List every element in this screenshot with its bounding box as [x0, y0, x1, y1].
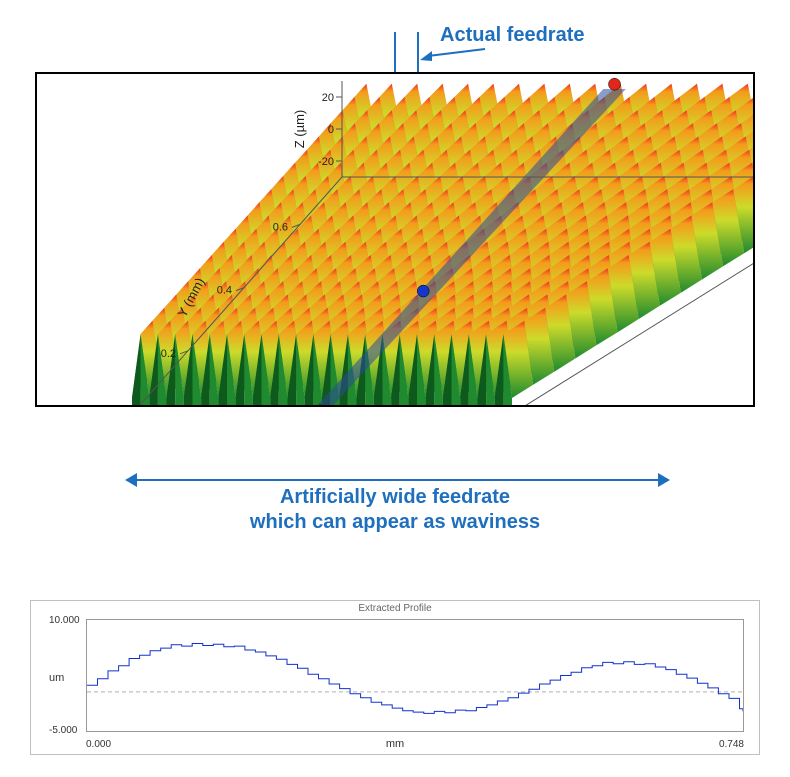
top-annotation: Actual feedrate: [0, 12, 790, 72]
profile-xtick-max: 0.748: [719, 739, 744, 750]
svg-text:0.4: 0.4: [217, 285, 232, 297]
middle-annotation: Artificially wide feedrate which can app…: [0, 460, 790, 560]
profile-xlabel: mm: [386, 738, 404, 750]
profile-plot-2d: Extracted Profile 10.000 -5.000 um 0.000…: [30, 600, 760, 755]
middle-annotation-line1: Artificially wide feedrate: [280, 486, 510, 508]
profile-xtick-min: 0.000: [86, 739, 111, 750]
surface-plot-3d: 00.10.20.30.40.50.60.70.80.911.1X (mm)00…: [35, 72, 755, 407]
profile-ylabel: um: [49, 672, 64, 684]
top-annotation-label: Actual feedrate: [440, 24, 585, 47]
profile-plot-svg: [87, 620, 743, 731]
middle-annotation-text: Artificially wide feedrate which can app…: [250, 485, 540, 535]
profile-ytick-min: -5.000: [49, 725, 77, 736]
profile-ytick-max: 10.000: [49, 615, 80, 626]
surface-plot-svg: 00.10.20.30.40.50.60.70.80.911.1X (mm)00…: [37, 74, 753, 405]
svg-text:20: 20: [322, 92, 334, 104]
page-root: Actual feedrate 00.10.20.30.40.50.60.70.…: [0, 0, 790, 777]
profile-plot-area: [86, 619, 744, 732]
svg-text:-20: -20: [318, 156, 334, 168]
svg-text:Z (µm): Z (µm): [292, 110, 307, 149]
profile-plot-title: Extracted Profile: [358, 603, 431, 614]
middle-annotation-arrow: [0, 460, 790, 520]
svg-text:0.6: 0.6: [273, 221, 288, 233]
middle-annotation-line2: which can appear as waviness: [250, 511, 540, 533]
svg-text:0: 0: [328, 124, 334, 136]
svg-text:0.2: 0.2: [161, 348, 176, 360]
